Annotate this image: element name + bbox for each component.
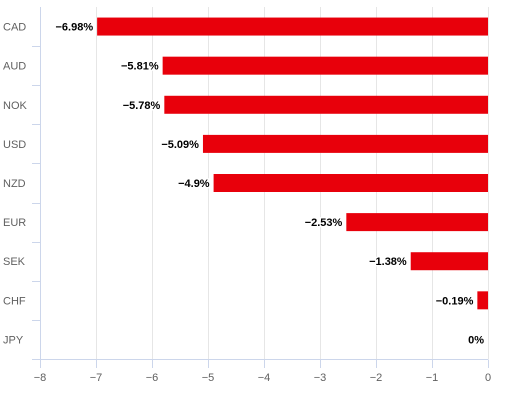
category-label-aud: AUD (3, 61, 26, 73)
bar-sek (410, 252, 488, 271)
category-label-jpy: JPY (3, 334, 24, 346)
bar-chf (477, 291, 488, 310)
x-tick-label: −8 (34, 372, 47, 384)
data-label-usd: −5.09% (161, 139, 199, 151)
x-tick-label: −3 (314, 372, 327, 384)
category-label-usd: USD (3, 139, 26, 151)
category-label-eur: EUR (3, 217, 26, 229)
data-label-nok: −5.78% (123, 100, 161, 112)
bar-nzd (213, 174, 488, 192)
data-label-chf: −0.19% (436, 295, 474, 307)
x-tick-label: −6 (146, 372, 159, 384)
data-label-nzd: −4.9% (178, 178, 210, 190)
data-label-aud: −5.81% (121, 61, 159, 73)
x-tick-label: −7 (90, 372, 103, 384)
bar-cad (97, 17, 489, 36)
bar-usd (202, 134, 488, 153)
x-tick-label: 0 (485, 372, 491, 384)
data-label-eur: −2.53% (305, 217, 343, 229)
value-axis: −8 −7 −6 −5 −4 −3 −2 −1 0 (34, 359, 491, 384)
category-label-nok: NOK (3, 100, 28, 112)
bars (97, 17, 489, 310)
data-label-sek: −1.38% (369, 256, 407, 268)
bar-eur (346, 213, 488, 232)
bar-nok (164, 95, 488, 114)
x-tick-label: −5 (202, 372, 215, 384)
x-tick-label: −4 (258, 372, 271, 384)
category-label-cad: CAD (3, 22, 26, 34)
bar-aud (162, 56, 488, 75)
x-tick-label: −2 (370, 372, 383, 384)
category-label-chf: CHF (3, 295, 26, 307)
category-label-sek: SEK (3, 256, 26, 268)
data-label-jpy: 0% (468, 334, 484, 346)
category-label-nzd: NZD (3, 178, 26, 190)
x-tick-label: −1 (426, 372, 439, 384)
category-axis: CAD AUD NOK USD NZD EUR SEK CHF JPY (3, 7, 41, 360)
data-labels: −6.98% −5.81% −5.78% −5.09% −4.9% −2.53% −1.38… (54, 20, 486, 348)
data-label-cad: −6.98% (55, 22, 93, 34)
